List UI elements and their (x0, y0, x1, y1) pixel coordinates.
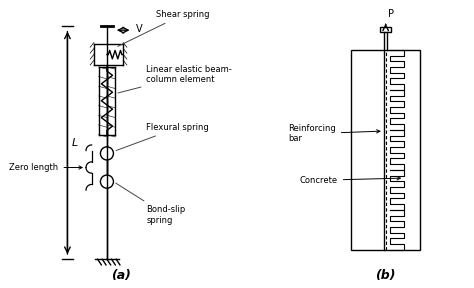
Text: Flexural spring: Flexural spring (116, 123, 209, 151)
Text: L: L (72, 138, 78, 148)
Bar (351, 50, 420, 250)
Text: (a): (a) (111, 270, 131, 283)
Text: V: V (136, 24, 142, 34)
Text: (b): (b) (375, 270, 396, 283)
Text: Bond-slip
spring: Bond-slip spring (116, 183, 186, 225)
Text: P: P (388, 9, 394, 19)
Text: Linear elastic beam-
column element: Linear elastic beam- column element (118, 65, 232, 93)
Text: Shear spring: Shear spring (118, 10, 209, 46)
Text: Reinforcing
bar: Reinforcing bar (288, 124, 380, 143)
Text: Zero length: Zero length (9, 163, 82, 172)
Bar (380, 27, 391, 32)
Text: Concrete: Concrete (300, 176, 401, 185)
